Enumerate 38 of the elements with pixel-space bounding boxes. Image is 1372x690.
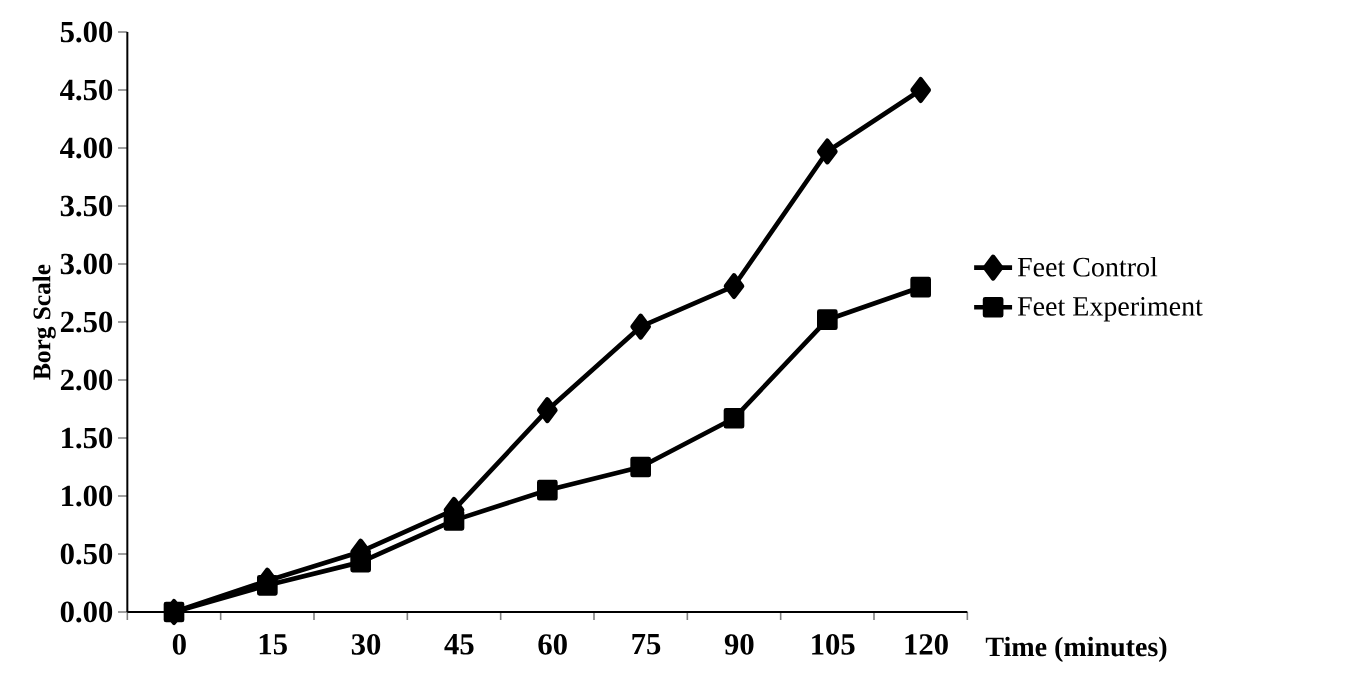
- x-tick-label: 45: [444, 634, 474, 655]
- y-tick-label: 3.50: [60, 195, 113, 217]
- point: [537, 479, 558, 501]
- point: [443, 510, 465, 531]
- point: [910, 76, 932, 104]
- point: [256, 574, 278, 596]
- legend-label: Feet Control: [1017, 256, 1158, 277]
- x-tick-label: 75: [632, 634, 661, 655]
- x-tick-label: 15: [259, 634, 287, 655]
- x-tick-label: 0: [172, 634, 186, 655]
- point: [630, 456, 652, 478]
- point: [910, 276, 932, 298]
- x-tick-label: 105: [812, 634, 855, 655]
- point: [537, 397, 558, 424]
- y-tick-label: 2.00: [60, 369, 113, 391]
- x-tick-label: 90: [724, 634, 754, 655]
- y-tick-label: 1.50: [62, 427, 113, 449]
- y-tick-label: 4.00: [60, 137, 113, 159]
- x-tick-label: 30: [351, 634, 381, 655]
- y-tick-label: 0.00: [60, 601, 113, 623]
- legend-label: Feet Experiment: [1017, 296, 1203, 322]
- y-tick-label: 5.00: [60, 21, 113, 43]
- y-tick-label: 2.50: [60, 311, 113, 333]
- point: [817, 309, 838, 331]
- point: [163, 601, 185, 623]
- point: [817, 138, 838, 165]
- point: [630, 313, 652, 340]
- y-axis-title: Borg Scale: [32, 264, 56, 380]
- x-tick-label: 120: [905, 634, 948, 655]
- y-tick-label: 4.50: [60, 79, 113, 101]
- y-tick-label: 3.00: [60, 253, 113, 275]
- x-tick-label: 60: [538, 634, 567, 655]
- point: [723, 407, 745, 429]
- y-tick-label: 1.00: [62, 485, 113, 507]
- point: [723, 273, 745, 300]
- point: [350, 551, 372, 573]
- y-tick-label: 0.50: [60, 543, 113, 565]
- x-axis-title: Time (minutes): [985, 636, 1167, 663]
